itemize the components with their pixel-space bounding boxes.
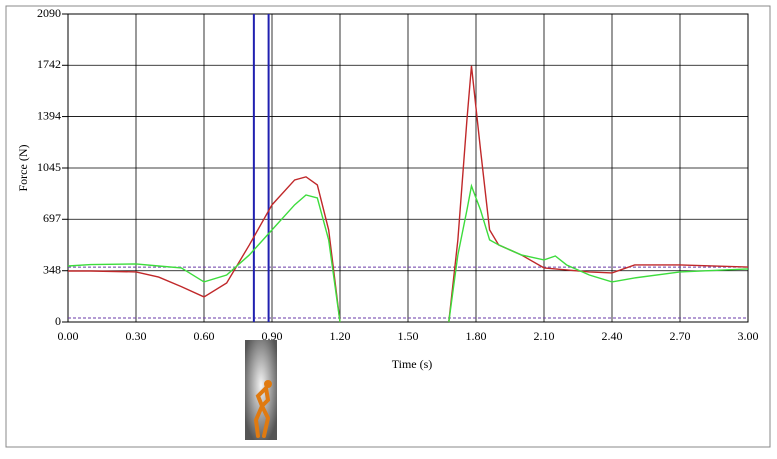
y-tick-label: 1394	[37, 108, 61, 122]
x-tick-label: 2.70	[670, 329, 691, 343]
x-tick-label: 1.80	[466, 329, 487, 343]
frame	[5, 5, 771, 448]
y-tick-label: 1742	[37, 57, 61, 71]
series-line	[68, 65, 749, 323]
x-tick-label: 0.60	[194, 329, 215, 343]
y-tick-label: 2090	[37, 6, 61, 20]
figure-icon	[245, 340, 277, 440]
y-tick-label: 1045	[37, 160, 61, 174]
x-tick-label: 0.30	[126, 329, 147, 343]
series-line	[67, 183, 749, 323]
y-tick-label: 348	[43, 262, 61, 276]
y-tick-label: 697	[43, 211, 61, 225]
y-tick-label: 0	[55, 314, 61, 328]
x-tick-label: 0.00	[58, 329, 79, 343]
y-axis-label: Force (N)	[16, 145, 30, 192]
x-tick-label: 2.10	[534, 329, 555, 343]
x-tick-label: 0.90	[262, 329, 283, 343]
x-tick-label: 3.00	[738, 329, 759, 343]
x-axis-label: Time (s)	[392, 357, 433, 371]
x-tick-label: 1.20	[330, 329, 351, 343]
x-tick-label: 1.50	[398, 329, 419, 343]
x-tick-label: 2.40	[602, 329, 623, 343]
